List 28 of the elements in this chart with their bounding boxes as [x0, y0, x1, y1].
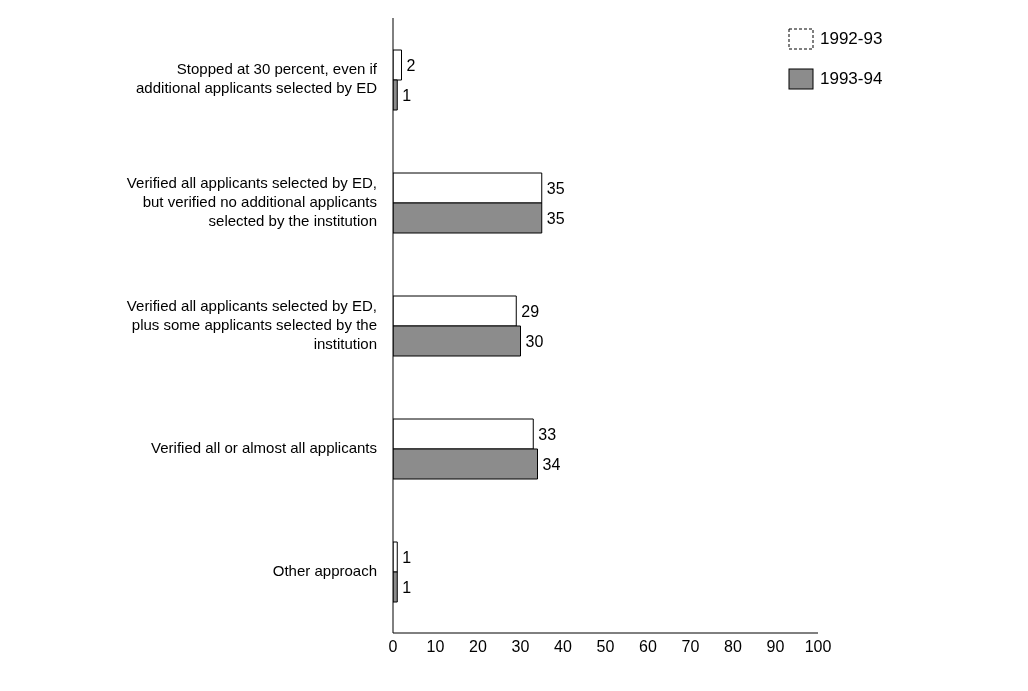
data-label: 35 [546, 179, 565, 197]
x-tick-label: 60 [639, 638, 657, 656]
y-tick-label: Verified all applicants selected by ED, plus some applicants selected by the institution [126, 296, 377, 352]
y-tick-label: Stopped at 30 percent, even if additional applicants selected by ED [136, 59, 378, 96]
x-tick-label: 80 [724, 638, 742, 656]
data-label: 34 [542, 455, 561, 473]
x-tick-label: 70 [681, 638, 700, 656]
x-tick-label: 50 [596, 638, 615, 656]
data-label: 33 [538, 425, 557, 443]
x-tick-label: 10 [426, 638, 445, 656]
y-tick-label: Other approach [272, 561, 377, 579]
x-tick-label: 30 [511, 638, 530, 656]
x-tick-label: 100 [804, 638, 832, 656]
x-tick-label: 0 [388, 638, 398, 656]
data-label: 2 [406, 56, 416, 74]
data-label: 30 [525, 332, 544, 350]
data-label: 35 [546, 209, 565, 227]
data-label: 29 [521, 302, 540, 320]
data-label: 1 [402, 86, 412, 104]
x-tick-label: 20 [469, 638, 487, 656]
y-tick-label: Verified all or almost all applicants [151, 438, 377, 456]
x-tick-label: 90 [766, 638, 785, 656]
data-label: 1 [402, 548, 412, 566]
data-label: 1 [402, 578, 412, 596]
x-tick-label: 40 [554, 638, 572, 656]
y-tick-label: Verified all applicants selected by ED, but verified no additional applicants selected by the institution [126, 173, 377, 229]
legend-label: 1992-93 [820, 29, 883, 49]
legend-label: 1993-94 [820, 69, 883, 89]
